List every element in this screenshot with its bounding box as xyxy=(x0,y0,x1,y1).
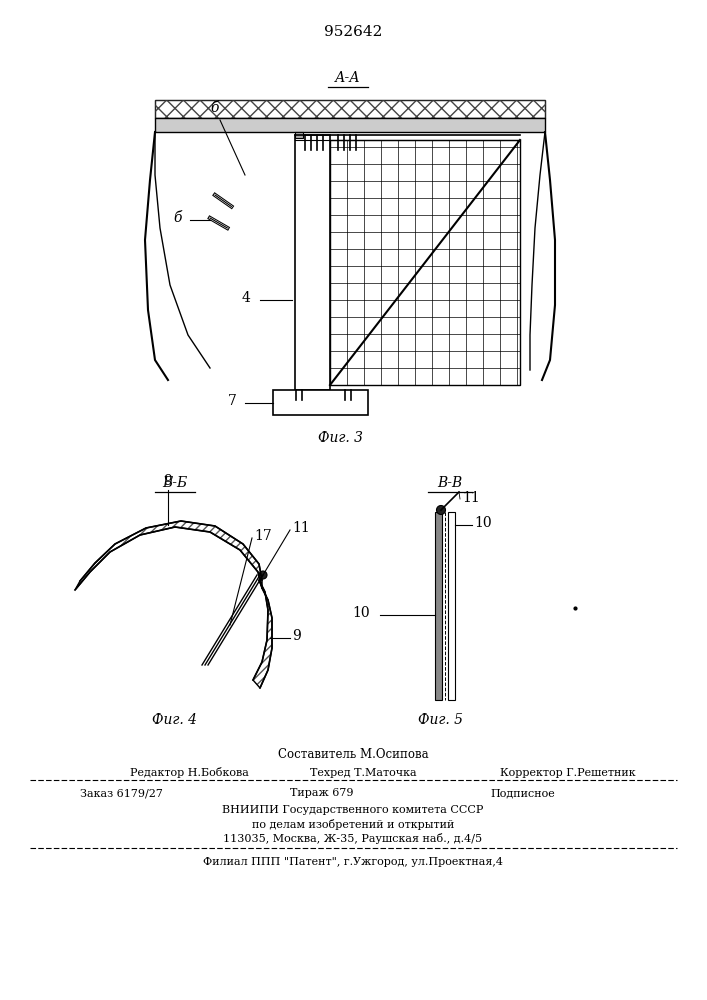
Text: А-А: А-А xyxy=(335,71,361,85)
Text: 10: 10 xyxy=(352,606,370,620)
Circle shape xyxy=(259,571,267,579)
Text: Заказ 6179/27: Заказ 6179/27 xyxy=(80,788,163,798)
Polygon shape xyxy=(295,132,303,138)
Polygon shape xyxy=(155,118,545,132)
Circle shape xyxy=(436,506,445,514)
Text: В-В: В-В xyxy=(438,476,462,490)
Polygon shape xyxy=(155,100,545,118)
Text: 952642: 952642 xyxy=(324,25,382,39)
Text: 11: 11 xyxy=(292,521,310,535)
Text: Б-Б: Б-Б xyxy=(163,476,187,490)
Text: Фиг. 4: Фиг. 4 xyxy=(153,713,197,727)
Text: 10: 10 xyxy=(474,516,491,530)
Polygon shape xyxy=(295,135,330,390)
Text: по делам изобретений и открытий: по делам изобретений и открытий xyxy=(252,818,454,830)
Text: 4: 4 xyxy=(241,291,250,305)
Polygon shape xyxy=(448,512,455,700)
Text: Фиг. 5: Фиг. 5 xyxy=(418,713,462,727)
Text: Редактор Н.Бобкова: Редактор Н.Бобкова xyxy=(130,768,249,778)
Text: 7: 7 xyxy=(228,394,237,408)
Text: Подписное: Подписное xyxy=(490,788,555,798)
Text: Составитель М.Осипова: Составитель М.Осипова xyxy=(278,748,428,762)
Text: 11: 11 xyxy=(462,491,480,505)
Text: Техред Т.Маточка: Техред Т.Маточка xyxy=(310,768,416,778)
Polygon shape xyxy=(273,390,368,415)
Text: Фиг. 3: Фиг. 3 xyxy=(317,431,363,445)
Text: б: б xyxy=(173,211,182,225)
Text: 17: 17 xyxy=(254,529,271,543)
Text: б: б xyxy=(211,101,219,115)
Polygon shape xyxy=(330,140,520,385)
Polygon shape xyxy=(435,512,442,700)
Text: Тираж 679: Тираж 679 xyxy=(290,788,354,798)
Text: 113035, Москва, Ж-35, Раушская наб., д.4/5: 113035, Москва, Ж-35, Раушская наб., д.4… xyxy=(223,832,483,844)
Text: Корректор Г.Решетник: Корректор Г.Решетник xyxy=(500,768,636,778)
Text: Филиал ППП "Патент", г.Ужгород, ул.Проектная,4: Филиал ППП "Патент", г.Ужгород, ул.Проек… xyxy=(203,857,503,867)
Text: 9: 9 xyxy=(292,629,300,643)
Text: 9: 9 xyxy=(163,474,173,488)
Text: ВНИИПИ Государственного комитета СССР: ВНИИПИ Государственного комитета СССР xyxy=(222,805,484,815)
